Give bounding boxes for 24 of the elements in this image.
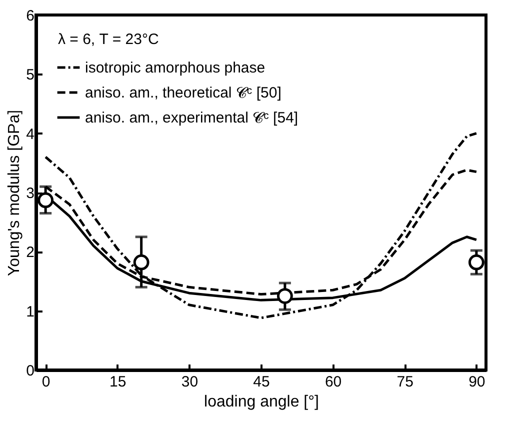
x-tick-label: 90	[468, 374, 486, 390]
point	[468, 254, 484, 270]
x-tick-label: 15	[110, 374, 126, 390]
legend-label: aniso. am., experimental 𝓒ᶜ [54]	[85, 110, 298, 126]
y-axis-title: Young's modulus [GPa]	[6, 110, 24, 276]
y-tick-label: 4	[26, 126, 34, 143]
y-tick-label: 2	[26, 244, 34, 262]
point	[276, 288, 293, 304]
point	[133, 254, 150, 270]
x-tick-label: 30	[181, 374, 198, 390]
y-tick-label: 1	[26, 303, 34, 320]
y-tick-label: 6	[26, 8, 34, 24]
y-tick-label: 3	[26, 185, 34, 202]
x-tick-label: 75	[396, 374, 414, 390]
point	[38, 192, 54, 208]
x-tick-label: 60	[324, 374, 342, 390]
y-tick-label: 0	[26, 362, 34, 380]
x-tick-label: 0	[42, 374, 50, 390]
legend-label: isotropic amorphous phase	[85, 60, 266, 76]
y-tick-label: 5	[26, 66, 34, 84]
annotation: λ = 6, T = 23°C	[58, 31, 159, 48]
x-tick-label: 45	[253, 374, 270, 390]
x-axis-title: loading angle [°]	[204, 394, 319, 410]
legend-label: aniso. am., theoretical 𝓒ᶜ [50]	[85, 84, 282, 102]
